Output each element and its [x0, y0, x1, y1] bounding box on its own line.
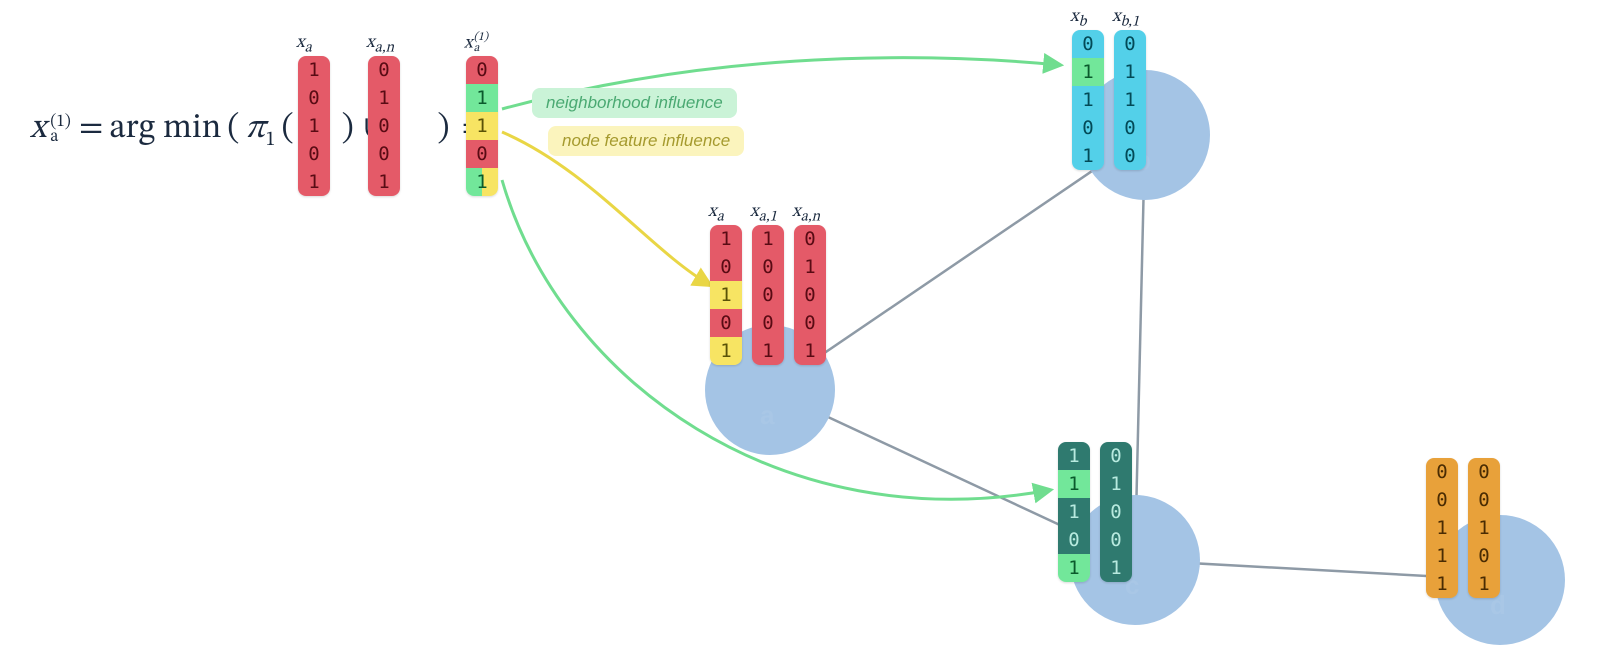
vector-c_xc-cell-0: 1 [1058, 442, 1090, 470]
vector-b_xb: 01101 [1072, 30, 1104, 170]
vector-a_xa: 10101 [710, 225, 742, 365]
vector-c_xc1-cell-3: 0 [1100, 526, 1132, 554]
vector-d_xd-cell-3: 1 [1426, 542, 1458, 570]
vector-b_xb1: 01100 [1114, 30, 1146, 170]
vector-a_xa1-cell-4: 1 [752, 337, 784, 365]
vector-c_xc-cell-3: 0 [1058, 526, 1090, 554]
vector-b_xb-cell-4: 1 [1072, 142, 1104, 170]
vector-a_xan-cell-4: 1 [794, 337, 826, 365]
vector-b_xb1-cell-1: 1 [1114, 58, 1146, 86]
vector-d_xd1-cell-4: 1 [1468, 570, 1500, 598]
vector-label-b_xb1: xb,1 [1112, 6, 1139, 32]
vector-d_xd-cell-0: 0 [1426, 458, 1458, 486]
vector-label-formula_xan: xa,n [366, 32, 394, 58]
vector-b_xb-cell-2: 1 [1072, 86, 1104, 114]
vector-d_xd: 00111 [1426, 458, 1458, 598]
vector-c_xc: 11101 [1058, 442, 1090, 582]
vector-b_xb1-cell-4: 0 [1114, 142, 1146, 170]
vector-formula_res: 01101 [466, 56, 498, 196]
vector-a_xa1-cell-3: 0 [752, 309, 784, 337]
vector-b_xb-cell-3: 0 [1072, 114, 1104, 142]
vector-a_xa1-cell-1: 0 [752, 253, 784, 281]
vector-b_xb1-cell-3: 0 [1114, 114, 1146, 142]
vector-d_xd-cell-2: 1 [1426, 514, 1458, 542]
vector-formula_xan-cell-0: 0 [368, 56, 400, 84]
vector-a_xan-cell-0: 0 [794, 225, 826, 253]
vector-c_xc-cell-1: 1 [1058, 470, 1090, 498]
vector-formula_xa: 10101 [298, 56, 330, 196]
vector-b_xb1-cell-0: 0 [1114, 30, 1146, 58]
vector-formula_res-cell-3: 0 [466, 140, 498, 168]
vector-label-formula_xa: xa [296, 32, 312, 58]
vector-c_xc1: 01001 [1100, 442, 1132, 582]
vector-a_xa-cell-0: 1 [710, 225, 742, 253]
vector-formula_xa-cell-2: 1 [298, 112, 330, 140]
vector-label-a_xa: xa [708, 201, 724, 227]
vector-d_xd1: 00101 [1468, 458, 1500, 598]
vector-c_xc-cell-4: 1 [1058, 554, 1090, 582]
formula-var-x: x [30, 112, 46, 146]
vector-a_xan-cell-1: 1 [794, 253, 826, 281]
vector-formula_xan-cell-4: 1 [368, 168, 400, 196]
vector-b_xb-cell-0: 0 [1072, 30, 1104, 58]
vector-c_xc1-cell-0: 0 [1100, 442, 1132, 470]
legend-neighborhood: neighborhood influence [532, 88, 737, 118]
vector-label-a_xan: xa,n [792, 201, 820, 227]
vector-a_xa1: 10001 [752, 225, 784, 365]
vector-a_xa-cell-2: 1 [710, 281, 742, 309]
vector-b_xb-cell-1: 1 [1072, 58, 1104, 86]
vector-d_xd1-cell-0: 0 [1468, 458, 1500, 486]
vector-a_xan-cell-3: 0 [794, 309, 826, 337]
vector-formula_res-cell-1: 1 [466, 84, 498, 112]
vector-a_xan-cell-2: 0 [794, 281, 826, 309]
vector-c_xc1-cell-1: 1 [1100, 470, 1132, 498]
vector-a_xa-cell-3: 0 [710, 309, 742, 337]
legend-node-feature: node feature influence [548, 126, 744, 156]
vector-a_xa1-cell-0: 1 [752, 225, 784, 253]
vector-formula_res-cell-0: 0 [466, 56, 498, 84]
vector-label-b_xb: xb [1070, 6, 1086, 32]
vector-c_xc-cell-2: 1 [1058, 498, 1090, 526]
vector-d_xd-cell-1: 0 [1426, 486, 1458, 514]
graph-node-label-a: a [760, 400, 774, 431]
vector-label-a_xa1: xa,1 [750, 201, 777, 227]
vector-a_xa-cell-4: 1 [710, 337, 742, 365]
vector-formula_res-cell-4: 1 [466, 168, 498, 196]
vector-formula_xan: 01001 [368, 56, 400, 196]
vector-d_xd1-cell-1: 0 [1468, 486, 1500, 514]
vector-label-formula_res: x(1)a [464, 32, 488, 55]
vector-c_xc1-cell-2: 0 [1100, 498, 1132, 526]
vector-d_xd1-cell-3: 0 [1468, 542, 1500, 570]
vector-d_xd1-cell-2: 1 [1468, 514, 1500, 542]
vector-formula_xa-cell-1: 0 [298, 84, 330, 112]
vector-a_xa-cell-1: 0 [710, 253, 742, 281]
formula: x (1) a = arg min ( π1 ( ) ∪ ) = [30, 108, 534, 151]
vector-formula_xan-cell-2: 0 [368, 112, 400, 140]
edge-a-b [770, 135, 1145, 390]
vector-formula_xa-cell-4: 1 [298, 168, 330, 196]
vector-formula_res-cell-2: 1 [466, 112, 498, 140]
vector-formula_xa-cell-0: 1 [298, 56, 330, 84]
vector-formula_xan-cell-3: 0 [368, 140, 400, 168]
vector-formula_xa-cell-3: 0 [298, 140, 330, 168]
vector-c_xc1-cell-4: 1 [1100, 554, 1132, 582]
vector-a_xan: 01001 [794, 225, 826, 365]
vector-b_xb1-cell-2: 1 [1114, 86, 1146, 114]
vector-d_xd-cell-4: 1 [1426, 570, 1458, 598]
vector-a_xa1-cell-2: 0 [752, 281, 784, 309]
vector-formula_xan-cell-1: 1 [368, 84, 400, 112]
